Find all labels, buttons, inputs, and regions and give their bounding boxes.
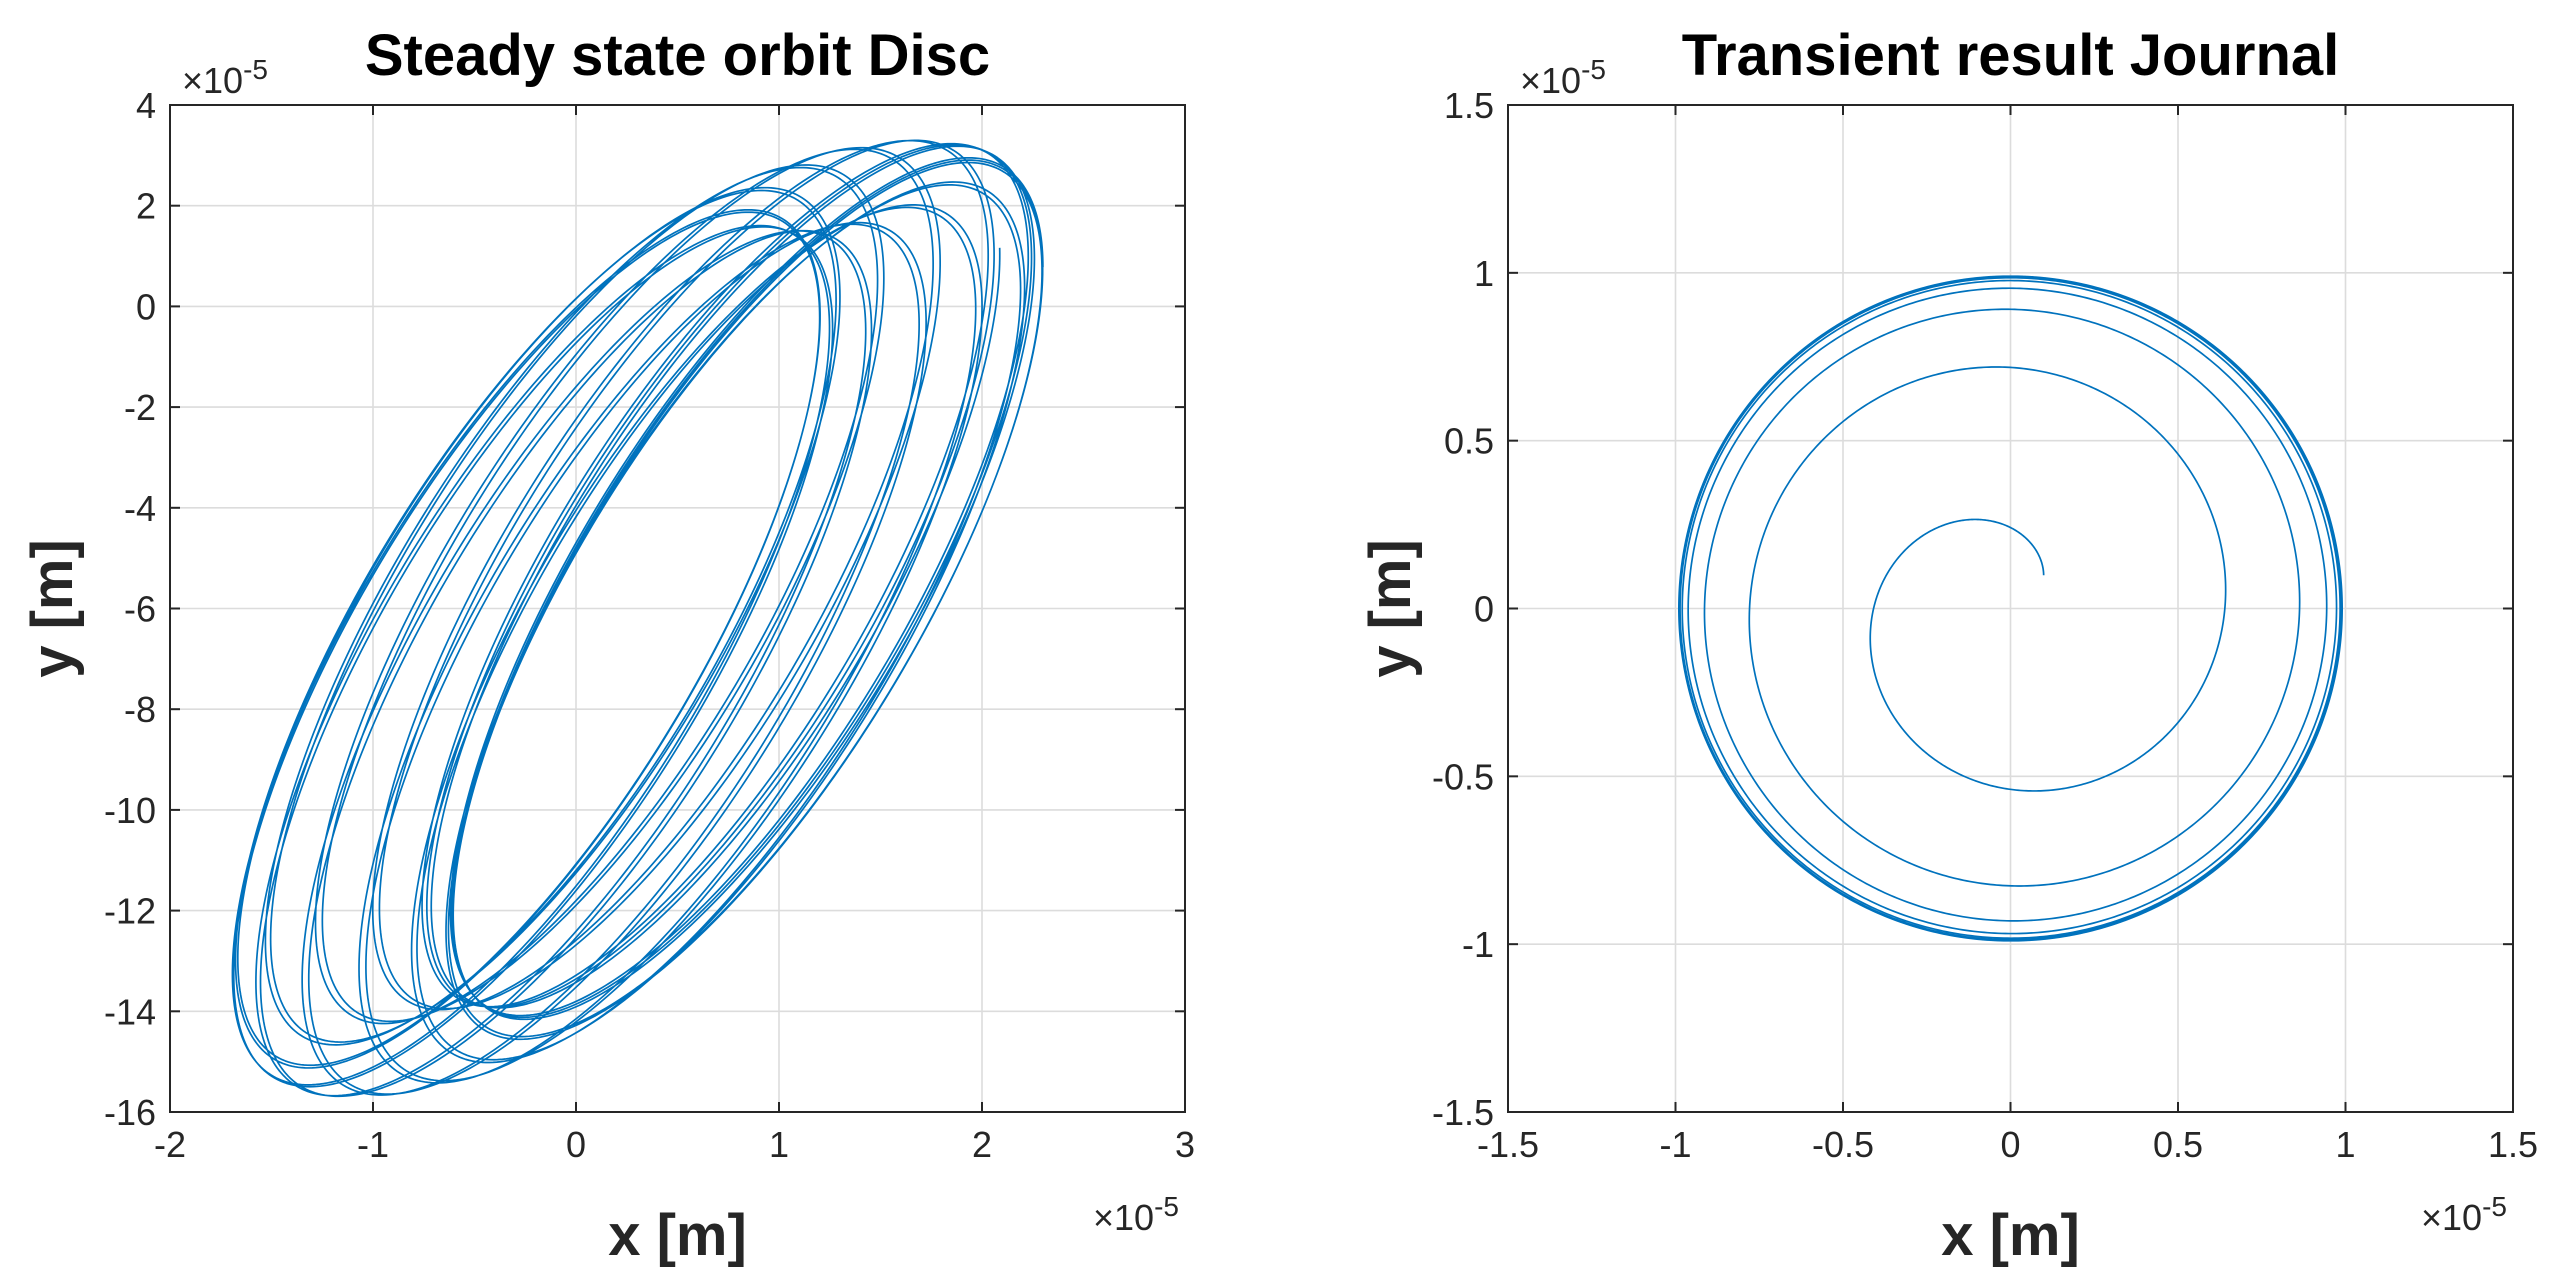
y-axis-label: y [m] (20, 539, 85, 678)
x-tick-label: -1.5 (1477, 1124, 1539, 1165)
x-tick-label: 3 (1175, 1124, 1195, 1165)
x-exponent-power: -5 (1154, 1191, 1179, 1222)
y-tick-label: 1.5 (1444, 85, 1494, 126)
x-tick-label: -1 (1659, 1124, 1691, 1165)
x-tick-label: 0 (2000, 1124, 2020, 1165)
y-tick-label: 2 (136, 186, 156, 227)
x-exponent-base: ×10 (2421, 1197, 2482, 1238)
x-tick-label: 2 (972, 1124, 992, 1165)
x-axis-label: x [m] (1941, 1203, 2080, 1268)
y-tick-label: -12 (104, 891, 156, 932)
x-tick-label: -1 (357, 1124, 389, 1165)
y-tick-label: 0.5 (1444, 421, 1494, 462)
y-exponent-base: ×10 (182, 60, 243, 101)
y-tick-label: 4 (136, 85, 156, 126)
x-tick-label: -2 (154, 1124, 186, 1165)
x-axis-label: x [m] (608, 1203, 747, 1268)
y-exponent-power: -5 (1581, 54, 1606, 85)
y-exponent-base: ×10 (1520, 60, 1581, 101)
grid (1508, 105, 2513, 1112)
y-exponent-label: ×10-5 (182, 54, 268, 101)
y-tick-label: 1 (1474, 253, 1494, 294)
x-tick-label: 1 (769, 1124, 789, 1165)
y-tick-label: 0 (1474, 589, 1494, 630)
chart-title: Transient result Journal (1682, 23, 2340, 88)
y-tick-label: 0 (136, 286, 156, 327)
y-axis-label: y [m] (1358, 539, 1423, 678)
y-tick-label: -16 (104, 1092, 156, 1133)
x-tick-label: 0 (566, 1124, 586, 1165)
chart-title: Steady state orbit Disc (365, 23, 990, 88)
y-exponent-label: ×10-5 (1520, 54, 1606, 101)
x-exponent-base: ×10 (1093, 1197, 1154, 1238)
grid (170, 105, 1185, 1112)
y-tick-label: -4 (124, 488, 156, 529)
y-tick-label: -8 (124, 689, 156, 730)
x-exponent-label: ×10-5 (2421, 1191, 2507, 1238)
x-tick-label: -0.5 (1812, 1124, 1874, 1165)
journal-transient-chart: -1.5 -1 -0.5 0 0.5 1 1.5-1.5-1-0.500.511.5×10-… (1358, 23, 2538, 1268)
y-tick-label: -1 (1462, 924, 1494, 965)
series-line-disc-orbit (231, 139, 1044, 1098)
y-tick-label: -14 (104, 991, 156, 1032)
disc-orbit-chart: -2 -1 0 1 2 3-16-14-12-10-8-6-4-2024×10-5×10-… (20, 23, 1195, 1268)
x-tick-label: 1 (2335, 1124, 2355, 1165)
y-tick-label: -6 (124, 589, 156, 630)
x-exponent-label: ×10-5 (1093, 1191, 1179, 1238)
y-tick-label: -2 (124, 387, 156, 428)
y-tick-label: -10 (104, 790, 156, 831)
x-tick-label: 1.5 (2488, 1124, 2538, 1165)
x-tick-label: 0.5 (2153, 1124, 2203, 1165)
y-tick-label: -1.5 (1432, 1092, 1494, 1133)
y-exponent-power: -5 (243, 54, 268, 85)
x-exponent-power: -5 (2482, 1191, 2507, 1222)
series-line-journal-transient (1678, 275, 2343, 942)
y-tick-label: -0.5 (1432, 756, 1494, 797)
